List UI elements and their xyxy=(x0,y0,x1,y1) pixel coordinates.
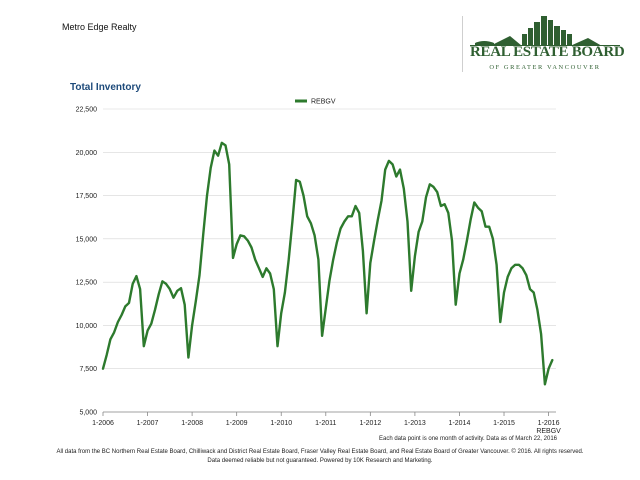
logo-subtitle: OF GREATER VANCOUVER xyxy=(489,64,601,71)
y-tick-label: 15,000 xyxy=(76,236,98,243)
board-logo: REAL ESTATE BOARD OF GREATER VANCOUVER xyxy=(470,12,625,76)
x-tick-label: 1-2015 xyxy=(493,420,515,427)
x-tick-label: 1-2012 xyxy=(359,420,381,427)
x-tick-label: 1-2008 xyxy=(181,420,203,427)
legend-label: REBGV xyxy=(311,99,336,106)
y-tick-label: 20,000 xyxy=(76,150,98,157)
y-tick-label: 17,500 xyxy=(76,193,98,200)
y-tick-label: 22,500 xyxy=(76,107,98,114)
axis-series-label: REBGV xyxy=(536,428,561,435)
x-tick-label: 1-2011 xyxy=(315,420,336,427)
chart-note: Each data point is one month of activity… xyxy=(379,436,557,442)
y-tick-label: 7,500 xyxy=(79,366,97,373)
x-tick-label: 1-2010 xyxy=(270,420,292,427)
footer-source-line: All data from the BC Northern Real Estat… xyxy=(56,449,584,455)
y-tick-label: 12,500 xyxy=(76,280,98,287)
x-tick-label: 1-2016 xyxy=(538,420,560,427)
x-tick-label: 1-2006 xyxy=(92,420,114,427)
city-skyline-icon xyxy=(470,16,620,46)
series-line-rebgv xyxy=(101,141,554,386)
y-tick-label: 10,000 xyxy=(76,323,98,330)
footer-disclaimer-line: Data deemed reliable but not guaranteed.… xyxy=(207,458,433,464)
header-divider xyxy=(462,16,463,72)
y-tick-label: 5,000 xyxy=(79,410,97,417)
chart-title: Total Inventory xyxy=(70,82,141,93)
x-tick-label: 1-2014 xyxy=(449,420,471,427)
company-name: Metro Edge Realty xyxy=(62,22,137,32)
x-tick-label: 1-2007 xyxy=(137,420,159,427)
x-tick-label: 1-2013 xyxy=(404,420,426,427)
x-tick-label: 1-2009 xyxy=(226,420,248,427)
logo-title: REAL ESTATE BOARD xyxy=(470,44,625,60)
